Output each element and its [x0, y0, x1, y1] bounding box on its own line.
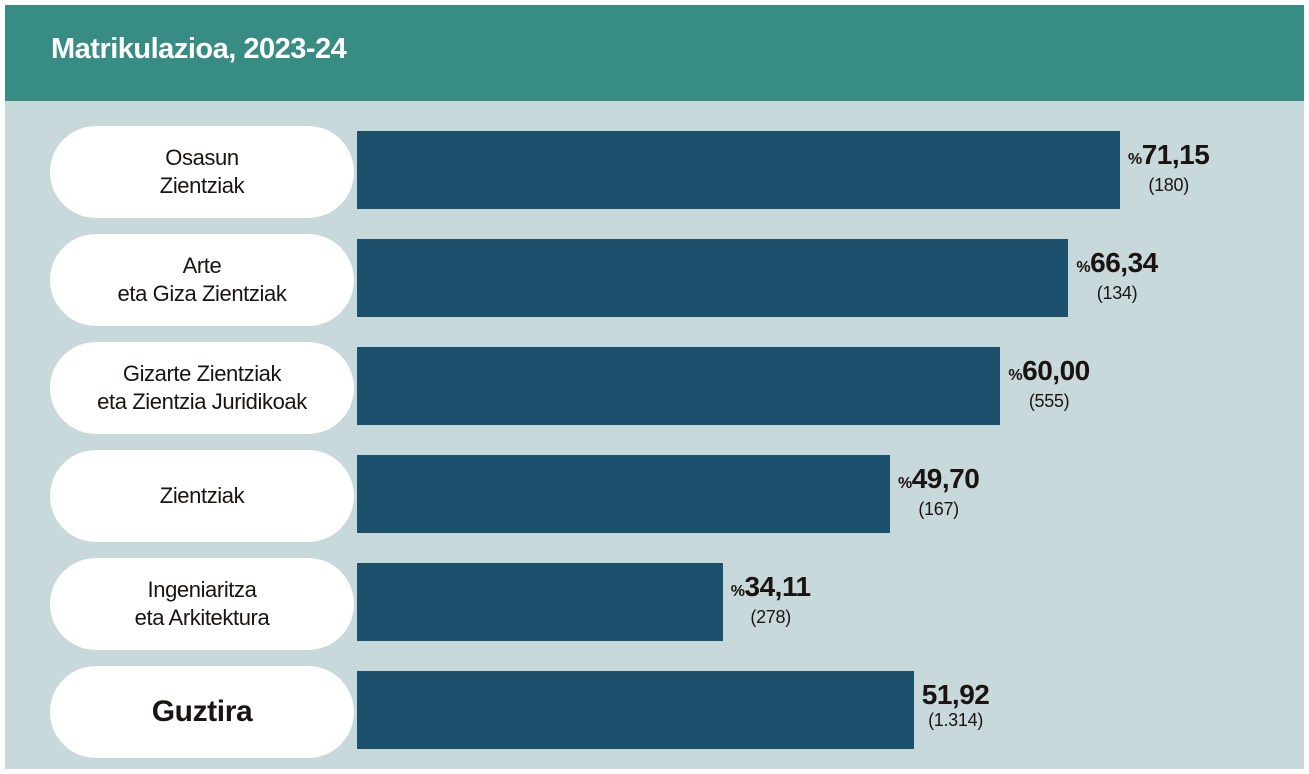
category-label: Ingeniaritza eta Arkitektura — [134, 577, 270, 630]
value-number: 66,34 — [1090, 247, 1158, 278]
chart-header: Matrikulazioa, 2023-24 — [5, 5, 1304, 101]
value-number: 51,92 — [921, 679, 990, 710]
data-label-count: (134) — [1096, 283, 1138, 303]
data-label-count: (278) — [750, 607, 791, 627]
data-label-value: %71,15 — [1128, 139, 1210, 175]
percent-prefix: % — [1076, 259, 1091, 276]
data-label: 51,92 (1.314) — [922, 680, 990, 731]
data-label: %66,34 (134) — [1076, 247, 1158, 304]
bar-row: Gizarte Zientziak eta Zientzia Juridikoa… — [5, 342, 1304, 434]
data-label-count: (1.314) — [928, 710, 984, 730]
category-label-pill: Ingeniaritza eta Arkitektura — [50, 558, 354, 650]
category-label-pill: Guztira — [50, 666, 354, 758]
data-label-value: %49,70 — [897, 463, 980, 499]
value-number: 49,70 — [911, 463, 980, 494]
data-label-count: (180) — [1148, 175, 1189, 195]
value-number: 34,11 — [744, 571, 812, 602]
percent-prefix: % — [897, 475, 912, 492]
percent-prefix: % — [730, 583, 745, 600]
value-number: 60,00 — [1022, 355, 1090, 386]
data-label: %49,70 (167) — [897, 463, 980, 520]
category-label: Osasun Zientziak — [159, 145, 245, 198]
bar — [357, 563, 723, 641]
category-label: Arte eta Giza Zientziak — [117, 253, 287, 306]
bar — [357, 347, 1001, 425]
bar-row: Guztira 51,92 (1.314) — [5, 666, 1304, 758]
chart-frame: Matrikulazioa, 2023-24 Osasun Zientziak%… — [5, 5, 1304, 769]
data-label-value: 51,92 — [922, 680, 990, 710]
category-label-pill: Arte eta Giza Zientziak — [50, 234, 354, 326]
category-label-pill: Zientziak — [50, 450, 354, 542]
category-label: Zientziak — [159, 483, 245, 508]
bar — [357, 671, 914, 749]
bar — [357, 239, 1069, 317]
value-number: 71,15 — [1141, 139, 1210, 170]
data-label-value: %60,00 — [1008, 355, 1090, 391]
bar — [357, 455, 890, 533]
data-label: %60,00 (555) — [1008, 355, 1090, 412]
data-label-value: %66,34 — [1076, 247, 1158, 283]
bar-row: Osasun Zientziak %71,15 (180) — [5, 126, 1304, 218]
bar-row: Ingeniaritza eta Arkitektura %34,11 (278) — [5, 558, 1304, 650]
data-label-count: (167) — [918, 499, 959, 519]
bar-row: Zientziak %49,70 (167) — [5, 450, 1304, 542]
category-label: Guztira — [151, 695, 253, 728]
data-label-count: (555) — [1028, 391, 1070, 411]
percent-prefix: % — [1128, 151, 1142, 168]
data-label: %34,11 (278) — [731, 572, 811, 628]
category-label-pill: Osasun Zientziak — [50, 126, 354, 218]
bar-row: Arte eta Giza Zientziak %66,34 (134) — [5, 234, 1304, 326]
bar — [357, 131, 1120, 209]
data-label-value: %34,11 — [731, 572, 811, 607]
chart-title: Matrikulazioa, 2023-24 — [51, 33, 347, 65]
percent-prefix: % — [1008, 367, 1023, 384]
data-label: %71,15 (180) — [1128, 139, 1210, 196]
category-label-pill: Gizarte Zientziak eta Zientzia Juridikoa… — [50, 342, 354, 434]
category-label: Gizarte Zientziak eta Zientzia Juridikoa… — [97, 361, 307, 414]
